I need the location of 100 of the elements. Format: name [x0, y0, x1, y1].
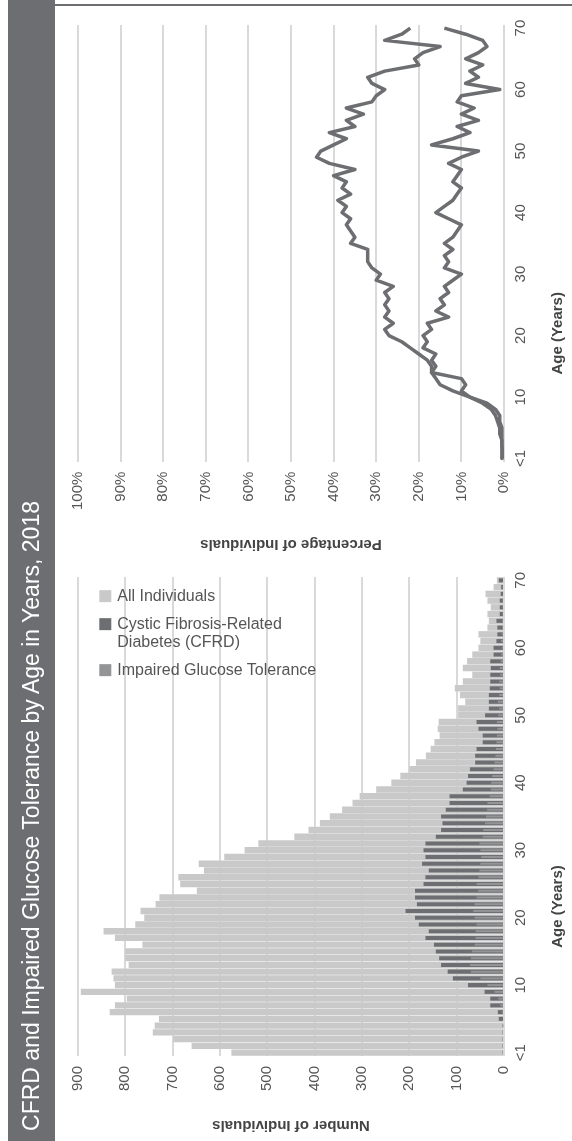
x-tick-label: 500 [257, 1065, 275, 1091]
bar [481, 855, 503, 858]
bar [473, 909, 503, 912]
bar [496, 734, 503, 737]
x-tick-label: 600 [210, 1065, 228, 1091]
bar [496, 618, 503, 623]
bar [490, 1003, 503, 1008]
bar [470, 970, 503, 973]
bar [482, 835, 503, 838]
y-axis-title: Age (Years) [548, 865, 566, 948]
bar [487, 801, 503, 805]
bar [486, 815, 503, 818]
bar [498, 1016, 503, 1021]
bar [478, 876, 503, 879]
x-tick-label: 40% [323, 471, 341, 502]
bar [495, 748, 503, 751]
x-tick-label: 80% [153, 471, 171, 502]
bar [474, 903, 503, 906]
y-axis-title: Age (Years) [548, 292, 566, 375]
y-tick-label: 60 [510, 639, 528, 657]
x-tick-label: 900 [68, 1065, 86, 1091]
legend-label: All Individuals [117, 586, 216, 604]
x-tick-label: 300 [352, 1065, 370, 1091]
bar [475, 936, 503, 939]
x-axis-title: Percentage of Individuals [200, 536, 382, 554]
x-tick-label: 0% [494, 471, 512, 494]
bar [471, 950, 503, 953]
bar [499, 694, 503, 697]
x-tick-label: 60% [238, 471, 256, 502]
x-tick-label: 50% [281, 471, 299, 502]
x-tick-label: 20% [408, 471, 426, 502]
bar [470, 957, 503, 960]
bar [497, 727, 503, 730]
y-tick-label: 50 [510, 142, 528, 160]
y-tick-label: 50 [510, 706, 528, 724]
bar [491, 781, 503, 784]
bar [489, 795, 503, 798]
bar [485, 822, 503, 825]
y-tick-label: 70 [510, 19, 528, 37]
x-tick-label: 70% [195, 471, 213, 502]
x-tick-label: 700 [162, 1065, 180, 1091]
x-tick-label: 200 [399, 1065, 417, 1091]
bar [486, 808, 503, 811]
bar [476, 923, 503, 926]
bar [496, 741, 503, 744]
bar [497, 632, 503, 637]
bar [498, 714, 503, 717]
y-tick-label: 20 [510, 327, 528, 344]
bar [480, 849, 503, 852]
y-tick-label: 30 [510, 265, 528, 283]
bar [499, 707, 503, 710]
bar [494, 761, 503, 764]
bar [474, 916, 503, 919]
bar [500, 673, 503, 676]
bar [476, 896, 503, 899]
bar [494, 990, 503, 993]
legend-label: Cystic Fibrosis-Related Diabetes (CFRD) [117, 614, 282, 650]
bar [489, 686, 503, 691]
y-tick-label: 20 [510, 909, 528, 927]
bar [477, 889, 503, 892]
bar [469, 963, 503, 966]
x-tick-label: 100% [68, 471, 86, 511]
bar [483, 828, 503, 831]
bar [492, 775, 503, 778]
bar [495, 754, 503, 757]
x-tick-label: 10% [451, 471, 469, 502]
y-tick-label: 10 [510, 976, 528, 994]
y-tick-label: 40 [510, 204, 528, 221]
y-tick-label: 60 [510, 81, 528, 98]
legend-label: Impaired Glucose Tolerance [117, 660, 317, 678]
x-tick-label: 800 [115, 1065, 133, 1091]
bar [497, 700, 503, 703]
bar [497, 625, 503, 630]
bar [479, 869, 503, 872]
bar [499, 680, 503, 683]
x-tick-label: 400 [304, 1065, 322, 1091]
x-axis-title: Number of Individuals [212, 1117, 370, 1135]
bar [496, 721, 503, 724]
text: CFRD and Impaired Glucose Tolerance by Age in Years, 2018 [18, 501, 45, 1131]
y-tick-label: 70 [510, 572, 528, 589]
y-tick-label: <1 [510, 450, 528, 468]
bar [480, 862, 503, 865]
bar [487, 984, 503, 987]
bar [490, 788, 503, 791]
y-tick-label: 10 [510, 388, 528, 406]
bar [480, 977, 503, 980]
y-tick-label: 30 [510, 841, 528, 859]
bar [490, 659, 503, 664]
x-tick-label: 0 [494, 1065, 512, 1075]
bar [479, 842, 503, 845]
bar [498, 997, 503, 1000]
y-tick-label: 40 [510, 774, 528, 792]
y-tick-label: <1 [510, 1044, 528, 1062]
bar [493, 645, 503, 650]
bar [500, 1004, 503, 1007]
bar [478, 726, 503, 731]
bar [475, 930, 503, 933]
x-tick-label: 30% [366, 471, 384, 502]
bar [474, 943, 503, 946]
x-tick-label: 100 [446, 1065, 464, 1091]
